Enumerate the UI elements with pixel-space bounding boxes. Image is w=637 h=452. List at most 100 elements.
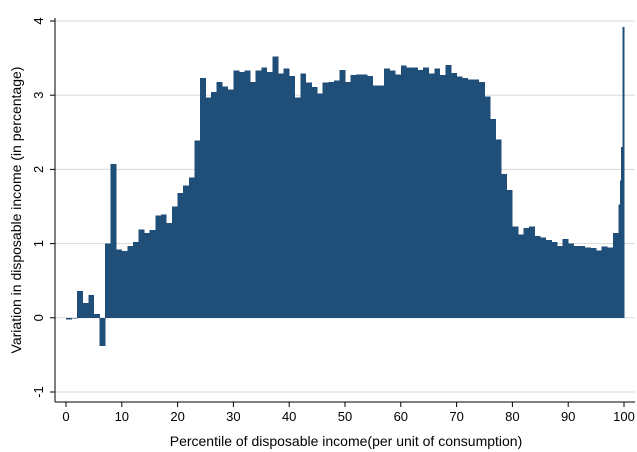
bar — [562, 239, 569, 318]
bar — [350, 75, 357, 318]
bar — [467, 79, 474, 318]
bar — [177, 193, 184, 318]
bar — [82, 302, 89, 318]
bar — [622, 26, 625, 318]
x-tick-label: 40 — [282, 409, 296, 424]
bar — [619, 180, 622, 318]
bar — [406, 67, 413, 318]
y-tick-label: 4 — [31, 17, 46, 24]
bar — [155, 215, 162, 318]
bar — [227, 89, 234, 318]
bar — [384, 68, 390, 318]
bar — [484, 96, 491, 318]
bar — [389, 70, 396, 318]
bar — [77, 291, 84, 318]
bar — [333, 80, 340, 318]
x-tick-label: 70 — [449, 409, 463, 424]
bar — [621, 147, 623, 318]
bar — [199, 78, 206, 318]
bar — [322, 82, 329, 318]
bar — [423, 67, 429, 318]
bar — [339, 69, 346, 318]
x-tick-label: 100 — [613, 409, 635, 424]
y-axis-title: Variation in disposable income (in perce… — [8, 67, 24, 354]
bar — [278, 73, 284, 318]
x-tick-label: 50 — [338, 409, 352, 424]
bar — [211, 92, 217, 318]
bar — [557, 245, 563, 318]
bar — [517, 234, 524, 318]
bar — [255, 70, 262, 318]
bar — [305, 82, 312, 318]
bar — [579, 245, 586, 318]
bar — [105, 243, 111, 318]
bar — [194, 140, 201, 318]
bar — [400, 65, 407, 318]
bar — [160, 214, 167, 318]
bar — [188, 177, 195, 318]
bar — [166, 222, 173, 318]
bar — [183, 185, 190, 318]
y-tick-label: 1 — [31, 240, 46, 247]
bar — [551, 242, 558, 318]
bar — [612, 233, 619, 318]
bar — [317, 93, 323, 318]
bar — [233, 70, 240, 318]
y-tick-label: -1 — [31, 386, 46, 398]
bar — [607, 247, 614, 318]
bar — [568, 243, 575, 318]
bar — [149, 230, 156, 318]
bar — [462, 78, 469, 318]
bar — [451, 72, 457, 318]
bar — [573, 245, 580, 318]
x-tick-label: 20 — [170, 409, 184, 424]
bar — [144, 233, 150, 318]
bar — [345, 81, 351, 318]
x-tick-label: 80 — [505, 409, 519, 424]
bar — [395, 74, 402, 318]
bar — [534, 236, 541, 318]
bar — [283, 68, 290, 318]
bar — [289, 75, 296, 318]
bar — [523, 228, 530, 318]
bar — [428, 73, 435, 318]
bar — [294, 97, 301, 318]
bar — [172, 206, 178, 318]
bar — [501, 173, 508, 318]
bar — [121, 251, 128, 318]
bar-layer — [66, 26, 625, 346]
bar — [356, 74, 363, 318]
bar — [417, 69, 424, 318]
x-tick-label: 0 — [62, 409, 69, 424]
y-tick-label: 2 — [31, 166, 46, 173]
bar — [495, 139, 502, 318]
bar — [584, 247, 591, 318]
bar — [456, 76, 463, 318]
bar — [261, 67, 268, 318]
bar — [378, 85, 385, 318]
bar — [205, 97, 212, 318]
bar — [222, 86, 229, 318]
bar — [238, 72, 245, 318]
y-tick-label: 3 — [31, 92, 46, 99]
bar — [490, 118, 496, 318]
bar — [132, 242, 139, 318]
bar — [601, 246, 608, 318]
bar — [545, 239, 552, 318]
bar — [512, 226, 519, 318]
bar — [328, 81, 335, 318]
bar — [411, 67, 418, 318]
bar — [216, 81, 223, 318]
x-axis-title: Percentile of disposable income(per unit… — [170, 433, 523, 449]
bar — [99, 317, 106, 346]
bar — [93, 314, 100, 318]
bar — [110, 164, 117, 318]
x-tick-label: 30 — [226, 409, 240, 424]
bar — [88, 294, 95, 318]
bar — [361, 74, 368, 318]
bar — [540, 237, 547, 318]
bar — [618, 204, 621, 318]
